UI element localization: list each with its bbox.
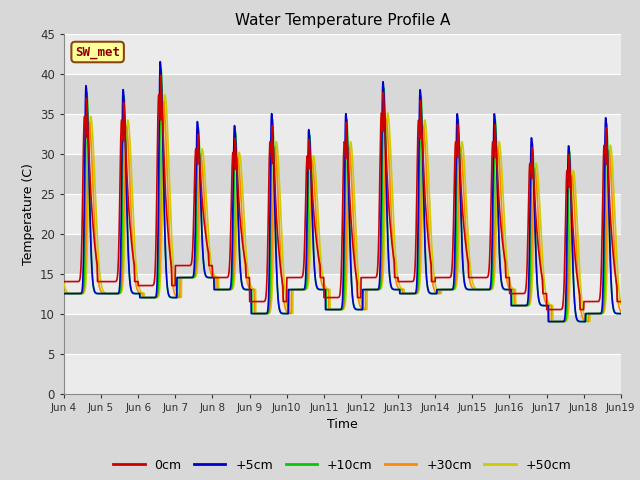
- Bar: [64, 313, 621, 354]
- Legend: 0cm, +5cm, +10cm, +30cm, +50cm: 0cm, +5cm, +10cm, +30cm, +50cm: [108, 454, 577, 477]
- Bar: [64, 73, 621, 114]
- Text: SW_met: SW_met: [75, 46, 120, 59]
- Bar: [64, 114, 621, 154]
- Bar: [64, 234, 621, 274]
- Bar: [64, 274, 621, 313]
- Bar: [64, 154, 621, 193]
- Bar: [64, 354, 621, 394]
- Bar: [64, 34, 621, 73]
- Bar: [64, 193, 621, 234]
- Y-axis label: Temperature (C): Temperature (C): [22, 163, 35, 264]
- X-axis label: Time: Time: [327, 418, 358, 431]
- Title: Water Temperature Profile A: Water Temperature Profile A: [235, 13, 450, 28]
